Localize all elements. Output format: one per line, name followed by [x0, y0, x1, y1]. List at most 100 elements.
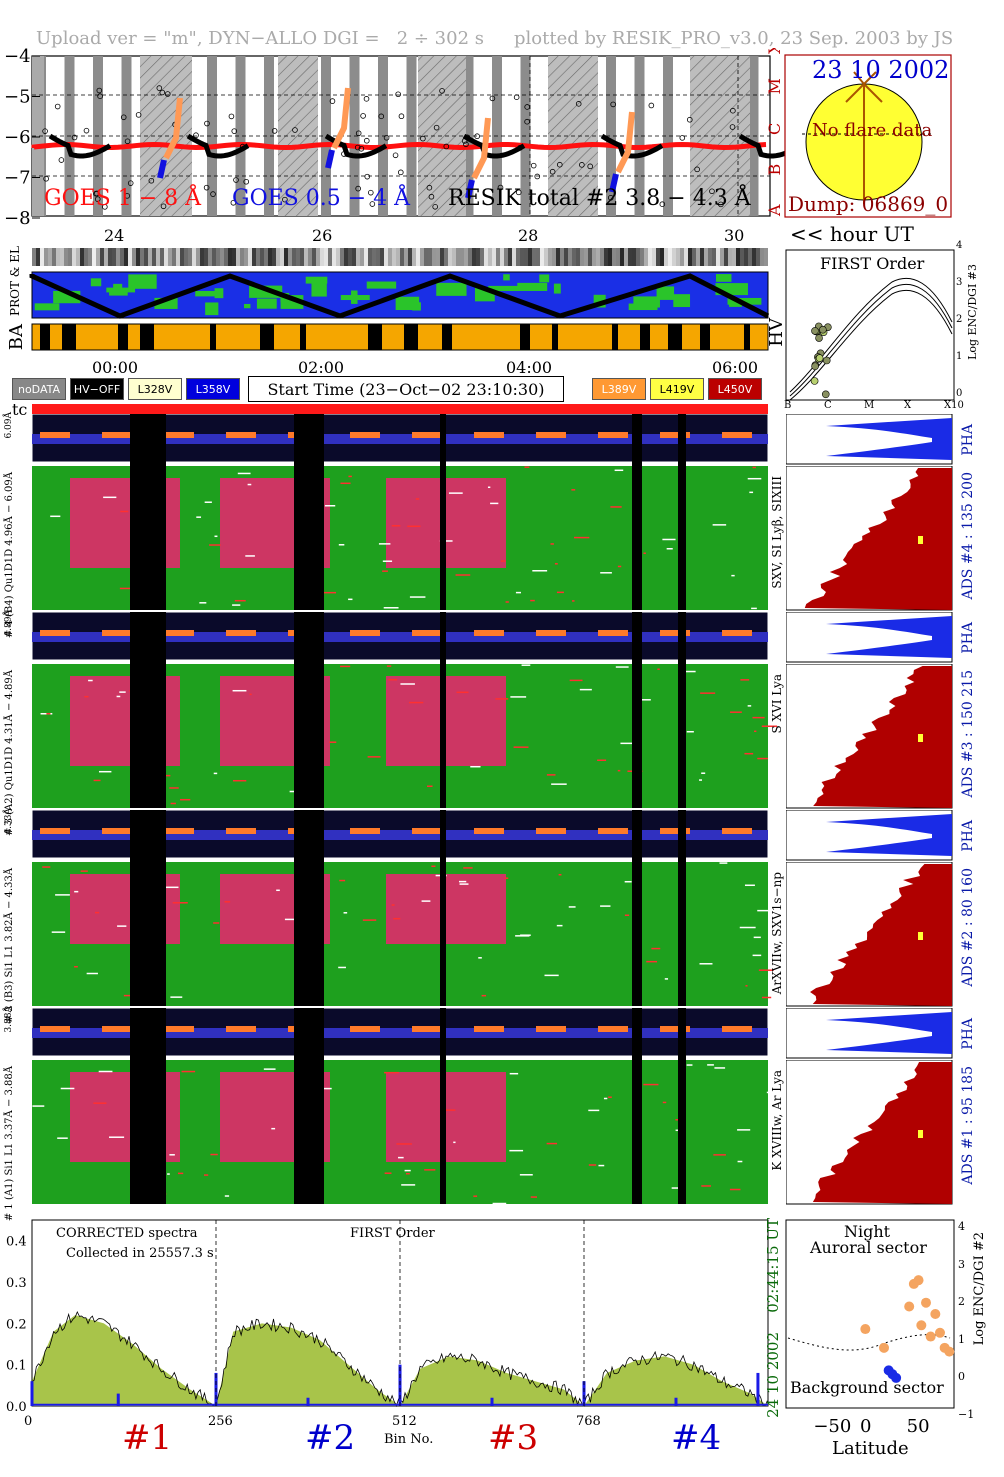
el-cell: [636, 248, 640, 266]
el-cell: [68, 248, 72, 266]
spectrogram-streak: [600, 572, 612, 574]
spectrogram-streak: [169, 1154, 175, 1156]
el-cell: [504, 248, 508, 266]
el-cell: [176, 248, 180, 266]
ba-gap: [640, 324, 650, 350]
el-cell: [604, 248, 608, 266]
spectrogram-streak: [378, 543, 391, 545]
el-cell: [632, 248, 636, 266]
el-cell: [468, 248, 472, 266]
ads-side-fill: [810, 864, 952, 1006]
lat-ytick: 0: [958, 1370, 965, 1384]
spectrogram-streak: [224, 901, 231, 903]
el-cell: [676, 248, 680, 266]
spectrum-area: [32, 1315, 768, 1406]
spectrogram-streak: [651, 947, 661, 950]
el-cell: [560, 248, 564, 266]
prot-zigzag: [29, 273, 770, 319]
spectrogram-streak: [50, 515, 61, 518]
el-cell: [524, 248, 528, 266]
spectrum-side-time: 02:44:15 UT: [764, 1218, 782, 1313]
resik-point: [556, 161, 563, 168]
resik-point: [659, 201, 666, 208]
spectrogram-streak: [686, 1064, 693, 1066]
tc-bar: [32, 404, 768, 414]
resik-point: [282, 196, 288, 203]
spectrogram-streak: [401, 1184, 416, 1186]
spectrogram-streak: [213, 922, 220, 924]
el-cell: [288, 248, 292, 266]
resik-point: [461, 138, 468, 144]
el-cell: [376, 248, 380, 266]
spectrogram-streak: [754, 730, 757, 733]
start-time-box: Start Time (23−Oct−02 23:10:30): [248, 376, 564, 402]
spectrogram-streak: [532, 570, 548, 572]
el-cell: [652, 248, 656, 266]
resik-point: [709, 188, 715, 195]
goes-ytick: −8: [4, 208, 31, 229]
el-cell: [404, 248, 408, 266]
spectrogram-streak: [643, 1083, 659, 1086]
el-cell: [276, 248, 280, 266]
prot-green-blob: [673, 294, 691, 308]
prot-green-blob: [214, 288, 224, 299]
el-cell: [756, 248, 760, 266]
el-cell: [148, 248, 152, 266]
resik-point: [364, 173, 371, 180]
goes-orbit-band: [663, 56, 673, 216]
spectrogram-streak: [657, 668, 660, 670]
spectrum-first-order: FIRST Order: [350, 1226, 435, 1241]
el-cell: [160, 248, 164, 266]
spectrogram-streak: [119, 691, 126, 693]
el-cell: [724, 248, 728, 266]
spectrogram-streak: [515, 591, 521, 594]
el-cell: [620, 248, 624, 266]
el-cell: [60, 248, 64, 266]
spectrum-ytick: 0.4: [6, 1235, 27, 1250]
spectrogram-streak: [729, 1188, 741, 1191]
ads-side-plot: [786, 664, 953, 809]
resik-point: [203, 184, 210, 191]
channel-line-label: SXV, SI Lyβ, SIXIII: [770, 476, 784, 589]
el-cell: [172, 248, 176, 266]
el-cell: [372, 248, 376, 266]
spectrogram-streak: [744, 752, 754, 755]
spectrogram-streak: [684, 670, 696, 673]
lat-auroral-sector: Auroral sector: [810, 1238, 927, 1257]
el-cell: [128, 248, 132, 266]
spectrogram-streak: [117, 925, 127, 927]
spectrogram-streak: [46, 712, 51, 715]
el-cell: [312, 248, 316, 266]
pha-hot-band: [474, 432, 504, 438]
spectrogram-streak: [284, 918, 295, 921]
resik-point: [83, 127, 90, 134]
spectrogram-streak: [362, 919, 377, 921]
resik-point: [210, 191, 216, 197]
el-cell: [256, 248, 260, 266]
lat-ytick: −1: [958, 1408, 975, 1421]
resik-point: [607, 194, 614, 201]
el-cell: [456, 248, 460, 266]
resik-point: [159, 89, 166, 96]
spectrogram-gap: [440, 810, 446, 1006]
prot-bar: [29, 273, 770, 319]
spectrogram-streak: [478, 957, 482, 959]
spectrogram-streak: [600, 905, 611, 907]
ba-gap: [40, 324, 50, 350]
spectrogram-streak: [588, 1109, 600, 1112]
pha-hot-band: [536, 432, 566, 438]
lat-blue-point: [891, 1372, 902, 1383]
legend-item-nodata: noDATA: [12, 378, 66, 400]
spectrogram-streak: [571, 489, 576, 491]
ads-side-marker: [918, 536, 923, 544]
resik-point: [515, 189, 522, 196]
el-cell: [540, 248, 544, 266]
el-cell: [764, 248, 768, 266]
el-cell: [236, 248, 240, 266]
pha-hot-band: [660, 630, 690, 636]
spectrogram-streak: [579, 688, 592, 691]
resik-point: [383, 134, 390, 141]
spectrogram-streak: [339, 879, 346, 882]
goes-ytick: −6: [4, 127, 31, 148]
el-cell: [76, 248, 80, 266]
